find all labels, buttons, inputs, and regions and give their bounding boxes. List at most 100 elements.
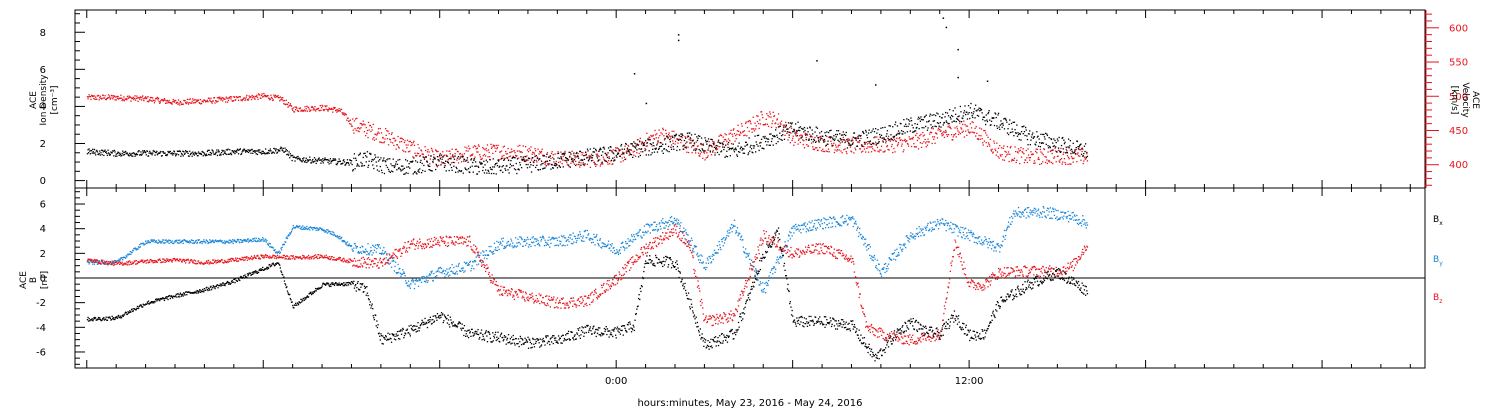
velocity-series-point bbox=[902, 151, 904, 153]
by-series-point bbox=[694, 246, 696, 248]
density-series-point bbox=[96, 151, 99, 153]
velocity-series-point bbox=[1070, 163, 1072, 165]
velocity-series-point bbox=[457, 151, 459, 153]
by-series-point bbox=[720, 248, 722, 251]
velocity-series-point bbox=[332, 111, 334, 113]
velocity-series-point bbox=[227, 99, 230, 102]
velocity-series-point bbox=[699, 155, 701, 157]
density-series-point bbox=[930, 124, 932, 126]
density-series-point bbox=[274, 148, 276, 150]
velocity-series-point bbox=[580, 151, 583, 154]
density-series-point bbox=[871, 130, 873, 132]
velocity-series-point bbox=[173, 101, 176, 103]
velocity-series-point bbox=[658, 129, 660, 131]
density-series-point bbox=[1041, 142, 1043, 144]
by-series-point bbox=[647, 223, 650, 226]
velocity-series-point bbox=[982, 144, 984, 146]
density-series-point bbox=[1030, 139, 1032, 141]
density-series-point bbox=[392, 158, 394, 160]
velocity-series-point bbox=[1078, 148, 1080, 151]
velocity-series-point bbox=[179, 100, 181, 103]
density-series-point bbox=[130, 155, 133, 157]
density-series-point bbox=[465, 159, 467, 161]
density-series-point bbox=[816, 127, 819, 129]
velocity-series-point bbox=[308, 108, 310, 110]
velocity-series-point bbox=[584, 154, 586, 156]
density-series-point bbox=[802, 128, 804, 130]
by-series-point bbox=[461, 267, 463, 269]
by-series-point bbox=[754, 274, 756, 276]
density-series-point bbox=[240, 153, 242, 156]
velocity-series-point bbox=[827, 148, 830, 150]
by-series-point bbox=[777, 258, 780, 260]
velocity-series-point bbox=[1033, 162, 1035, 164]
velocity-series-point bbox=[775, 122, 777, 124]
density-series-point bbox=[443, 166, 446, 168]
velocity-series-point bbox=[486, 150, 488, 152]
by-series-point bbox=[437, 269, 439, 271]
density-series-point bbox=[1066, 152, 1069, 154]
velocity-series-point bbox=[725, 134, 727, 136]
density-series-point bbox=[389, 171, 391, 173]
velocity-series-point bbox=[874, 150, 876, 152]
density-series-point bbox=[683, 139, 686, 142]
density-series-point bbox=[639, 154, 641, 157]
velocity-series-point bbox=[987, 136, 989, 138]
by-series-point bbox=[296, 226, 299, 228]
by-series-point bbox=[441, 272, 443, 274]
velocity-series-point bbox=[113, 95, 115, 97]
density-series-point bbox=[737, 145, 739, 147]
by-series-point bbox=[613, 247, 615, 249]
density-series-point bbox=[491, 168, 493, 171]
by-series-point bbox=[351, 248, 353, 250]
density-series-point bbox=[427, 164, 429, 166]
by-series-point bbox=[806, 228, 808, 230]
velocity-series-point bbox=[195, 102, 197, 104]
velocity-series-point bbox=[1016, 151, 1019, 153]
by-series-point bbox=[610, 250, 612, 252]
by-series-point bbox=[231, 241, 233, 243]
velocity-series-point bbox=[986, 134, 988, 136]
by-series-point bbox=[223, 242, 225, 244]
density-series-point bbox=[575, 164, 577, 167]
density-series-point bbox=[861, 145, 863, 148]
density-series-point bbox=[550, 168, 552, 170]
by-series-point bbox=[538, 244, 540, 246]
density-series-point bbox=[475, 165, 477, 167]
velocity-series-point bbox=[880, 149, 882, 151]
density-series-point bbox=[782, 134, 784, 136]
velocity-series-point bbox=[126, 95, 129, 97]
velocity-series-point bbox=[645, 148, 647, 151]
velocity-series-point bbox=[872, 148, 874, 150]
by-series-point bbox=[332, 234, 334, 236]
density-series-point bbox=[744, 145, 746, 147]
density-series-point bbox=[1026, 135, 1028, 137]
velocity-series-point bbox=[355, 129, 357, 132]
density-series-point bbox=[389, 158, 391, 160]
density-series-point bbox=[541, 163, 543, 165]
density-series-point bbox=[503, 158, 506, 160]
density-series-point bbox=[135, 154, 137, 156]
density-series-point bbox=[313, 157, 316, 159]
velocity-series-point bbox=[967, 129, 969, 131]
by-series-point bbox=[197, 239, 200, 242]
velocity-series-point bbox=[381, 142, 383, 144]
density-series-point bbox=[739, 148, 741, 150]
velocity-series-point bbox=[883, 151, 886, 153]
density-series-point bbox=[203, 151, 205, 154]
by-series-point bbox=[245, 239, 247, 242]
density-series-point bbox=[701, 148, 703, 150]
by-series-point bbox=[239, 242, 241, 244]
velocity-series-point bbox=[372, 123, 374, 126]
velocity-series-point bbox=[209, 99, 211, 101]
velocity-series-point bbox=[230, 98, 232, 100]
velocity-series-point bbox=[777, 113, 780, 115]
by-series-point bbox=[274, 249, 276, 251]
by-series-point bbox=[117, 260, 120, 262]
density-series-point bbox=[495, 173, 497, 175]
by-series-point bbox=[362, 246, 364, 248]
density-series-point bbox=[777, 126, 780, 128]
density-series-point bbox=[605, 160, 607, 162]
by-series-point bbox=[582, 237, 584, 239]
by-series-point bbox=[368, 254, 370, 256]
